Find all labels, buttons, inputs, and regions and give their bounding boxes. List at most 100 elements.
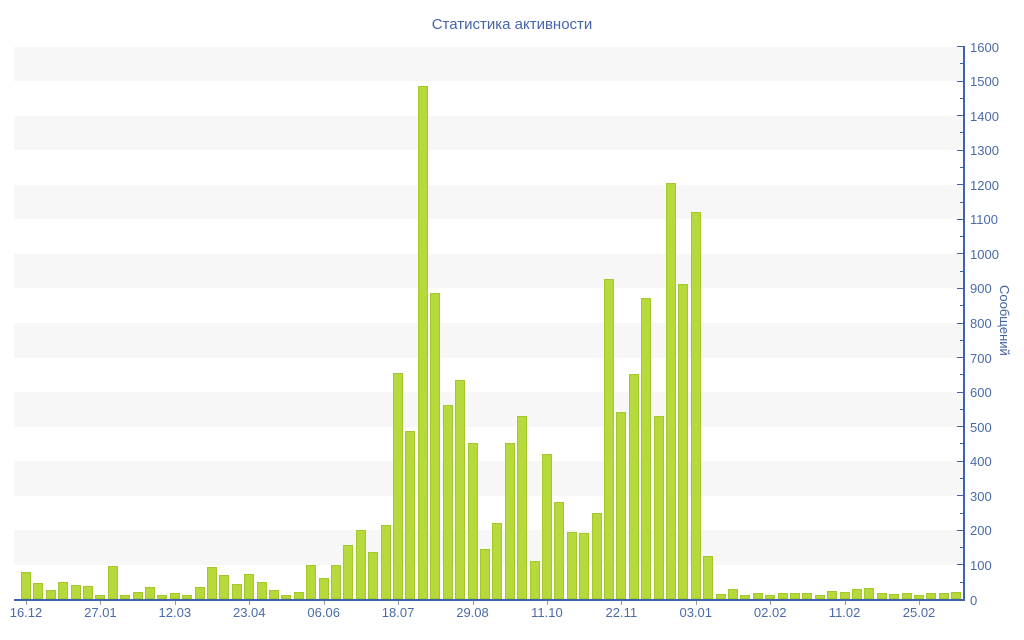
bar[interactable] — [579, 533, 590, 599]
bar[interactable] — [269, 590, 280, 599]
bar[interactable] — [665, 183, 676, 599]
bar[interactable] — [107, 566, 118, 599]
bar[interactable] — [839, 592, 850, 599]
bar[interactable] — [616, 412, 627, 599]
bar[interactable] — [145, 587, 156, 599]
bar[interactable] — [58, 582, 69, 599]
y-axis-major-tick — [957, 80, 963, 82]
bar[interactable] — [207, 567, 218, 599]
bar[interactable] — [914, 595, 925, 599]
bar[interactable] — [132, 592, 143, 599]
bar[interactable] — [789, 593, 800, 599]
x-tick-label: 02.02 — [753, 605, 787, 620]
y-axis-minor-tick — [960, 374, 963, 376]
bar[interactable] — [889, 594, 900, 599]
bar[interactable] — [417, 86, 428, 599]
x-tick-mark — [398, 601, 400, 605]
bar[interactable] — [95, 595, 106, 599]
bar[interactable] — [393, 373, 404, 599]
bar[interactable] — [306, 565, 317, 599]
y-tick-label: 100 — [970, 557, 992, 573]
x-tick-mark — [174, 601, 176, 605]
x-tick-mark — [695, 601, 697, 605]
bar[interactable] — [504, 443, 515, 599]
bar[interactable] — [814, 595, 825, 599]
bar[interactable] — [852, 589, 862, 599]
bar[interactable] — [244, 574, 255, 599]
bar[interactable] — [380, 525, 391, 599]
bar[interactable] — [120, 595, 131, 599]
y-axis-major-tick — [957, 564, 963, 566]
bar[interactable] — [442, 405, 453, 599]
bar[interactable] — [690, 212, 701, 599]
bar[interactable] — [901, 593, 912, 599]
bar[interactable] — [318, 578, 329, 599]
bar[interactable] — [169, 593, 180, 599]
bar[interactable] — [653, 416, 664, 599]
bar[interactable] — [219, 575, 230, 599]
bar[interactable] — [727, 589, 738, 599]
bar[interactable] — [591, 513, 602, 599]
y-axis-minor-tick — [960, 132, 963, 134]
x-tick-label: 16.12 — [9, 605, 43, 620]
bar[interactable] — [703, 556, 714, 599]
bar[interactable] — [876, 593, 887, 599]
bar[interactable] — [951, 592, 962, 599]
grid-band — [14, 46, 963, 82]
bar[interactable] — [256, 582, 267, 599]
bar[interactable] — [938, 593, 949, 599]
x-tick-label: 06.06 — [307, 605, 340, 620]
bar[interactable] — [33, 583, 44, 599]
bar[interactable] — [752, 593, 763, 599]
bar[interactable] — [740, 595, 751, 599]
bar[interactable] — [430, 293, 441, 599]
bar[interactable] — [455, 380, 466, 599]
bar[interactable] — [194, 587, 205, 599]
bar[interactable] — [355, 530, 366, 599]
x-tick-mark — [249, 601, 251, 605]
bar[interactable] — [641, 298, 652, 599]
bar[interactable] — [554, 502, 565, 599]
bar[interactable] — [529, 561, 540, 599]
bar[interactable] — [926, 593, 937, 599]
bar[interactable] — [331, 565, 342, 599]
bar[interactable] — [678, 284, 689, 599]
bar[interactable] — [231, 584, 242, 599]
bar[interactable] — [479, 549, 490, 599]
grid-band — [14, 115, 963, 151]
bar[interactable] — [492, 523, 503, 599]
bar[interactable] — [343, 545, 354, 599]
bar[interactable] — [541, 454, 552, 599]
bar[interactable] — [765, 595, 776, 599]
bar[interactable] — [715, 594, 726, 599]
bar[interactable] — [83, 586, 93, 599]
bar[interactable] — [864, 588, 875, 599]
bar[interactable] — [603, 279, 614, 599]
bar[interactable] — [628, 374, 639, 599]
bar[interactable] — [467, 443, 478, 599]
y-tick-label: 600 — [970, 385, 992, 401]
bar[interactable] — [45, 590, 56, 599]
y-tick-label: 1000 — [970, 246, 999, 262]
bar[interactable] — [405, 431, 416, 599]
bar[interactable] — [21, 572, 31, 599]
bar[interactable] — [827, 591, 838, 599]
bar[interactable] — [517, 416, 528, 599]
bar[interactable] — [368, 552, 379, 599]
y-tick-label: 500 — [970, 419, 992, 435]
x-tick-label: 25.02 — [902, 605, 936, 620]
bar[interactable] — [293, 592, 304, 599]
y-axis-minor-tick — [960, 443, 963, 445]
bar[interactable] — [182, 595, 193, 599]
bar[interactable] — [70, 585, 81, 599]
x-tick-label: 23.04 — [232, 605, 266, 620]
bar[interactable] — [157, 595, 168, 599]
y-axis-major-tick — [957, 391, 963, 393]
y-axis-major-tick — [957, 357, 963, 359]
bar[interactable] — [281, 595, 292, 599]
bar[interactable] — [802, 593, 813, 599]
bar[interactable] — [777, 593, 788, 599]
bar[interactable] — [566, 532, 577, 599]
y-axis-major-tick — [957, 426, 963, 428]
